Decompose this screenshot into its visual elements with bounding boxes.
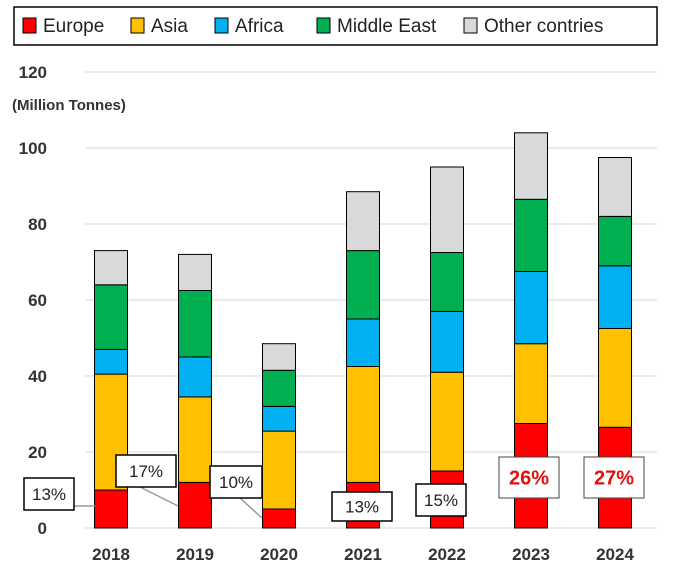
x-tick-label: 2020 [260,545,298,564]
bar-asia-2024 [598,328,632,428]
callout-box [209,465,263,499]
europe-share-label: 13% [345,498,379,517]
x-tick-label: 2021 [344,545,382,564]
bar-africa-2019 [178,356,212,398]
bar-middle-east-2019 [178,290,212,358]
europe-share-label: 27% [594,468,634,490]
europe-share-callouts: 13% 17% 10% 13% 15% 26% 27% [23,454,645,522]
callout-box [415,483,467,517]
bar-africa-2024 [598,265,632,329]
bar-asia-2022 [430,371,464,472]
callout-box [331,491,393,522]
callout-box [23,477,75,511]
legend: Europe Asia Africa Middle East Other contrie… [13,6,658,46]
y-tick-label: 60 [28,291,47,310]
callout-box [115,454,177,488]
y-tick-label: 20 [28,443,47,462]
bar-europe-2020 [262,508,296,529]
x-axis: 2018 2019 2020 2021 2022 2023 2024 [92,545,634,564]
bar-other-contries-2024 [598,157,632,217]
bar-middle-east-2018 [94,284,128,350]
callout-box [498,456,560,499]
y-tick-label: 40 [28,367,47,386]
bar-other-contries-2018 [94,250,128,286]
europe-share-label: 26% [509,468,549,490]
bar-africa-2018 [94,348,128,375]
unit-label: (Million Tonnes) [12,97,126,114]
bar-other-contries-2022 [430,166,464,253]
legend-label: Middle East [337,16,437,37]
callout-leader-line [239,497,263,519]
legend-label: Africa [235,16,284,37]
y-tick-label: 100 [19,139,47,158]
callout-leader-line [139,486,179,507]
legend-box [13,6,658,46]
bar-middle-east-2024 [598,215,632,267]
legend-swatch-africa [214,17,229,34]
bar-africa-2023 [514,271,548,345]
x-tick-label: 2018 [92,545,130,564]
europe-share-label: 10% [219,473,253,492]
bar-middle-east-2022 [430,252,464,312]
y-tick-label: 0 [38,519,47,538]
bar-other-contries-2021 [346,191,380,252]
bar-asia-2019 [178,396,212,483]
bar-africa-2022 [430,310,464,373]
europe-share-label: 17% [129,462,163,481]
bar-other-contries-2023 [514,132,548,200]
legend-swatch-europe [22,17,37,34]
legend-swatch-asia [130,17,145,34]
x-tick-label: 2024 [596,545,634,564]
bar-africa-2020 [262,405,296,432]
europe-share-label: 15% [424,491,458,510]
x-tick-label: 2023 [512,545,550,564]
bar-other-contries-2020 [262,343,296,371]
y-tick-label: 80 [28,215,47,234]
europe-share-label: 13% [32,485,66,504]
y-tick-label: 120 [19,63,47,82]
bar-middle-east-2023 [514,198,548,272]
legend-label: Other contries [484,16,603,37]
legend-swatch-other-contries [463,17,478,34]
x-tick-label: 2019 [176,545,214,564]
legend-label: Asia [151,16,188,37]
bar-asia-2020 [262,430,296,510]
bar-africa-2021 [346,318,380,367]
bar-other-contries-2019 [178,253,212,291]
callout-box [583,456,645,499]
bar-europe-2019 [178,481,212,529]
bars [94,132,632,529]
bar-asia-2023 [514,343,548,425]
bar-asia-2021 [346,366,380,483]
x-tick-label: 2022 [428,545,466,564]
bar-middle-east-2020 [262,369,296,407]
bar-middle-east-2021 [346,250,380,320]
y-axis: 0 20 40 60 80 100 120 [19,63,47,538]
legend-label: Europe [43,16,104,37]
legend-swatch-middle-east [316,17,331,34]
bar-europe-2018 [94,489,128,529]
